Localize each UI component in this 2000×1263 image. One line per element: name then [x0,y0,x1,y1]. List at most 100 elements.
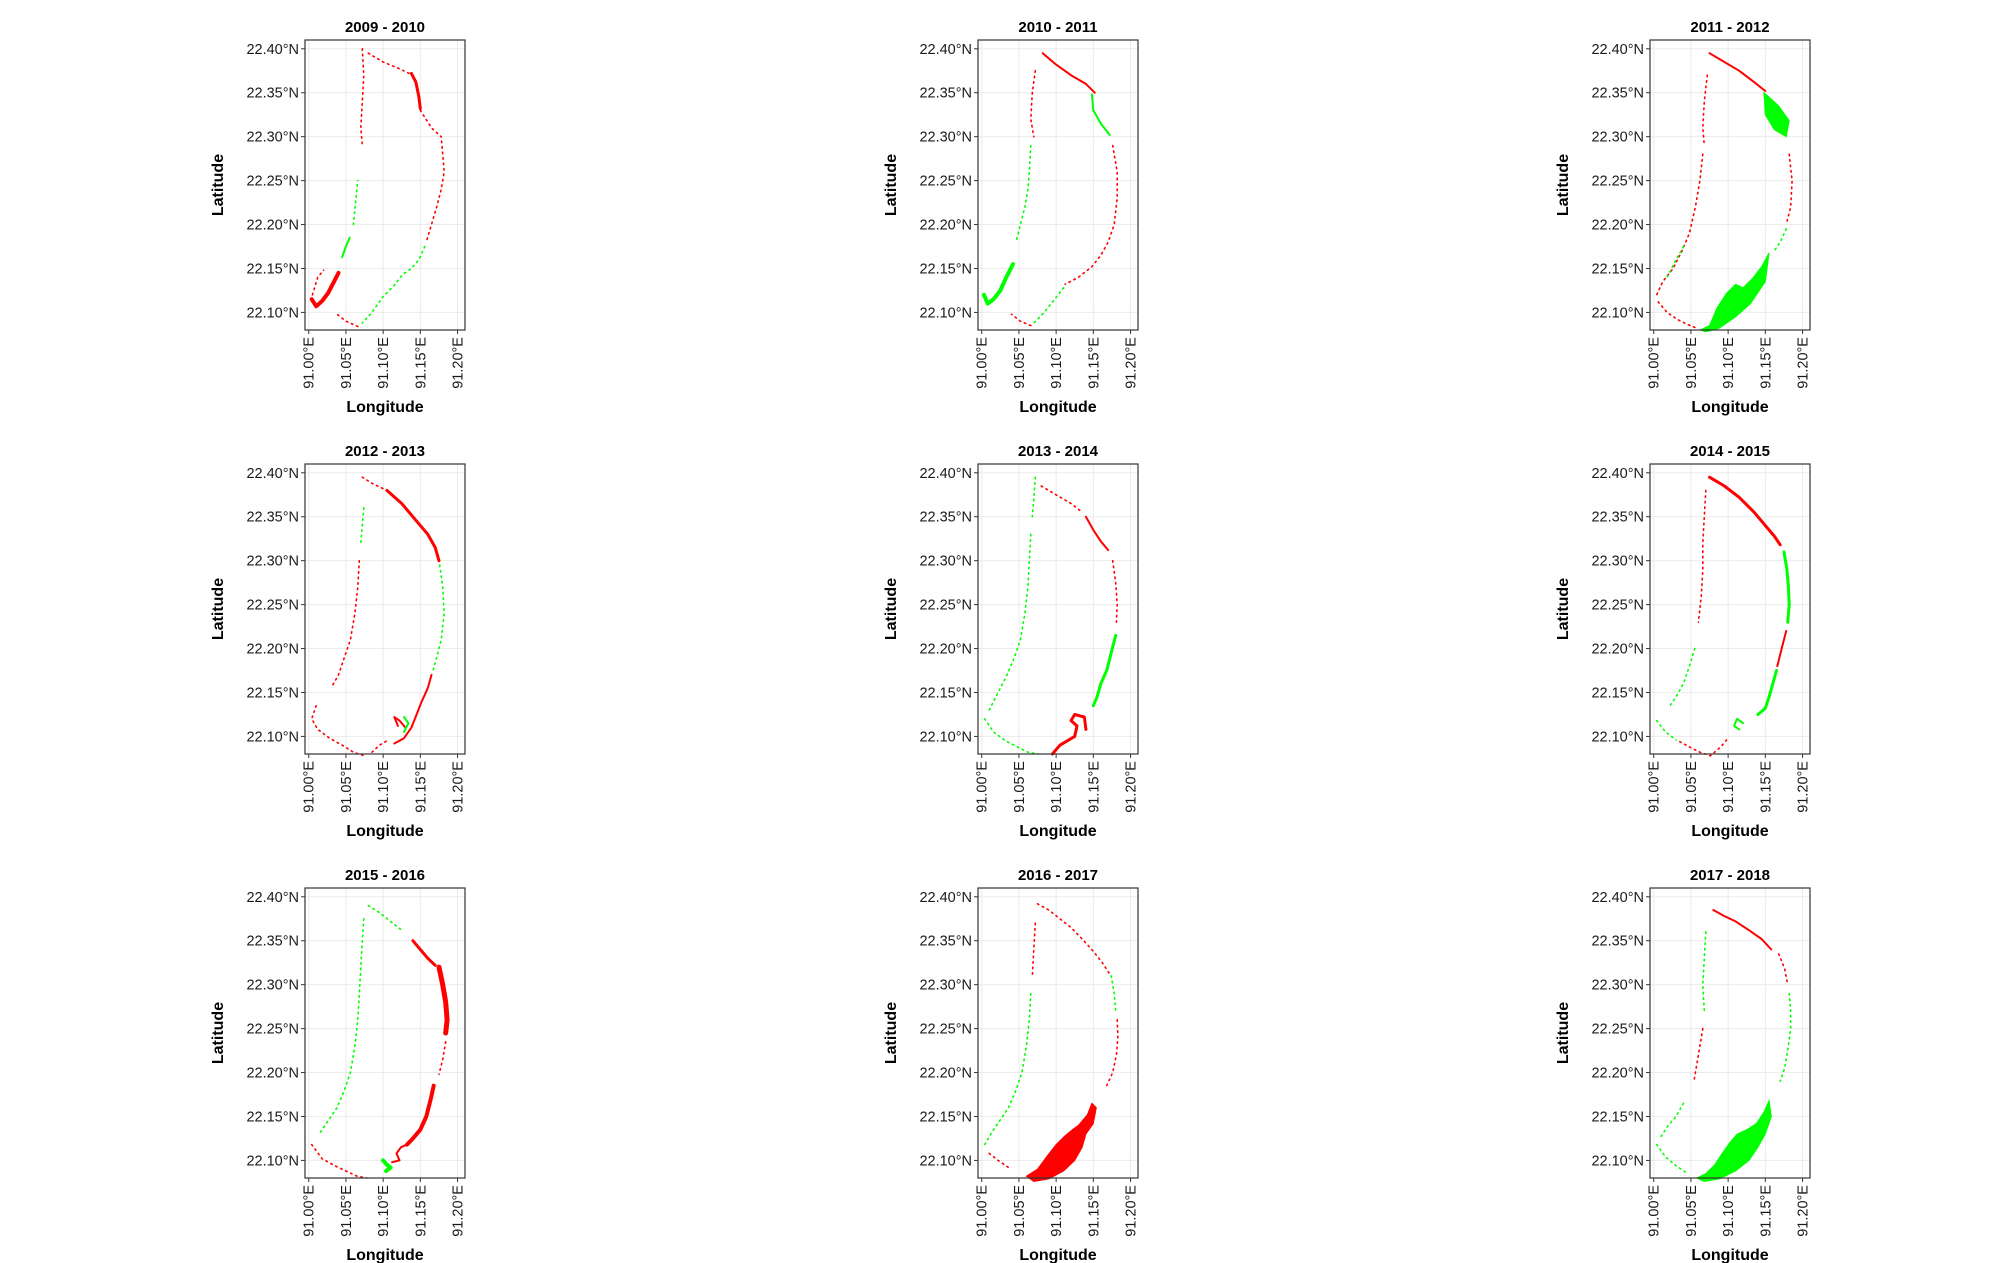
x-tick-label: 91.20°E [451,337,467,389]
y-tick-label: 22.30°N [919,130,972,146]
green-change-dots [1701,931,1707,1012]
x-tick-label: 91.00°E [975,337,991,389]
green-change-area [1763,91,1790,138]
red-change-dots [1701,74,1709,147]
red-change-band [1041,52,1096,94]
green-change-band [403,716,410,733]
green-change-dots [983,992,1032,1146]
x-tick-label: 91.15°E [1086,337,1102,389]
y-tick-label: 22.20°N [919,218,972,234]
plot-frame [977,463,1139,755]
y-tick-label: 22.35°N [246,86,299,102]
red-change-dots [1040,485,1083,514]
y-tick-label: 22.15°N [1591,685,1644,701]
y-tick-label: 22.40°N [919,466,972,482]
y-tick-label: 22.15°N [1591,1109,1644,1125]
y-tick-label: 22.10°N [1591,305,1644,321]
green-change-band [982,262,1015,306]
green-change-dots [1666,245,1685,279]
y-tick-label: 22.25°N [246,598,299,614]
y-tick-label: 22.35°N [919,510,972,526]
map-panel: 2009 - 2010 22.10°N 22.15°N 22.20°N 22.25°N 2… [210,19,467,416]
red-change-dots [1785,153,1793,226]
plot-frame [304,887,466,1179]
red-change-dots [311,269,325,296]
red-change-dots [310,1143,368,1179]
y-tick-label: 22.20°N [246,218,299,234]
green-change-dots [352,179,359,226]
red-change-band [1712,909,1773,951]
y-tick-label: 22.30°N [919,554,972,570]
y-tick-label: 22.15°N [246,685,299,701]
x-tick-label: 91.20°E [1796,337,1812,389]
red-change-band [409,71,422,110]
green-change-band [1782,550,1791,624]
y-tick-label: 22.10°N [246,729,299,745]
red-change-band [385,488,441,563]
x-tick-label: 91.15°E [1758,761,1774,813]
red-change-dots [1010,313,1032,327]
red-change-dots [1655,153,1704,296]
red-change-dots [367,52,411,75]
y-tick-label: 22.40°N [919,890,972,906]
x-tick-label: 91.20°E [451,1185,467,1237]
y-tick-label: 22.25°N [1591,598,1644,614]
red-change-band [1050,713,1088,756]
x-tick-label: 91.15°E [413,761,429,813]
y-axis-title: Latitude [883,578,900,640]
x-tick-label: 91.20°E [1124,761,1140,813]
x-tick-label: 91.10°E [376,761,392,813]
red-change-band [1708,475,1782,547]
y-axis-title: Latitude [883,1002,900,1064]
x-axis-title: Longitude [1019,1247,1096,1263]
green-change-dots [361,245,426,324]
red-change-dots [1679,737,1729,757]
x-axis-title: Longitude [1019,823,1096,840]
red-change-dots [1029,70,1037,138]
y-tick-label: 22.30°N [246,978,299,994]
y-tick-label: 22.30°N [246,554,299,570]
y-tick-label: 22.35°N [246,934,299,950]
y-axis-title: Latitude [210,154,227,216]
y-tick-label: 22.15°N [246,1109,299,1125]
x-axis-title: Longitude [1691,823,1768,840]
panel-title: 2009 - 2010 [345,19,425,36]
panel-title: 2014 - 2015 [1690,443,1770,460]
y-tick-label: 22.40°N [1591,466,1644,482]
red-change-area [1025,1102,1097,1183]
y-tick-label: 22.40°N [1591,890,1644,906]
green-change-dots [1033,286,1065,324]
red-change-dots [1031,922,1037,977]
y-axis-title: Latitude [1555,578,1572,640]
red-change-band [309,270,341,309]
y-tick-label: 22.15°N [919,1109,972,1125]
panel-title: 2011 - 2012 [1690,19,1769,36]
x-tick-label: 91.20°E [451,761,467,813]
y-tick-label: 22.30°N [1591,978,1644,994]
x-tick-label: 91.10°E [1049,337,1065,389]
green-change-dots [367,904,403,932]
red-change-band [391,1143,408,1164]
map-panel: 2015 - 2016 22.10°N 22.15°N 22.20°N 22.25°N 2… [210,867,467,1263]
green-change-area [1699,252,1770,333]
y-tick-label: 22.20°N [919,642,972,658]
y-tick-label: 22.40°N [246,466,299,482]
x-axis-title: Longitude [1019,399,1096,416]
y-tick-label: 22.15°N [246,261,299,277]
x-axis-title: Longitude [1691,399,1768,416]
red-change-dots [336,313,359,328]
y-axis-title: Latitude [1555,154,1572,216]
red-change-band [405,1083,436,1147]
red-change-band [1084,515,1110,552]
x-axis-title: Longitude [346,823,423,840]
red-change-dots [1697,489,1707,624]
green-change-area [1695,1098,1772,1183]
green-change-band [1756,669,1778,716]
y-tick-label: 22.10°N [246,1153,299,1169]
y-tick-label: 22.20°N [246,1066,299,1082]
x-tick-label: 91.05°E [1684,761,1700,813]
map-panel: 2014 - 2015 22.10°N 22.15°N 22.20°N 22.25°N 2… [1555,443,1812,840]
green-change-dots [1655,719,1677,741]
plot-frame [1649,887,1811,1179]
plot-frame [1649,39,1811,331]
